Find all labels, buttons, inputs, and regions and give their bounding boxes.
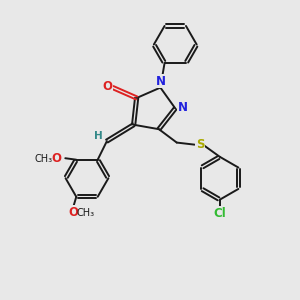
Text: O: O bbox=[103, 80, 112, 93]
Text: N: N bbox=[156, 74, 166, 88]
Text: CH₃: CH₃ bbox=[34, 154, 53, 164]
Text: N: N bbox=[178, 101, 188, 114]
Text: CH₃: CH₃ bbox=[77, 208, 95, 218]
Text: S: S bbox=[196, 138, 204, 151]
Text: O: O bbox=[68, 206, 78, 219]
Text: H: H bbox=[94, 131, 103, 141]
Text: O: O bbox=[51, 152, 62, 165]
Text: Cl: Cl bbox=[214, 206, 226, 220]
